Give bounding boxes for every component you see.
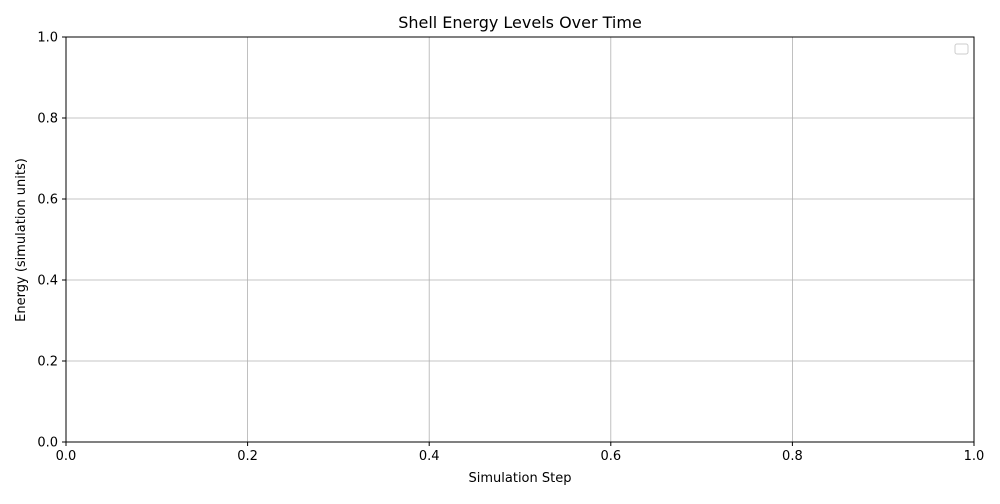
x-tick-label: 1.0: [964, 449, 985, 464]
y-axis: 0.0 0.2 0.4 0.6 0.8 1.0: [37, 31, 66, 451]
x-tick-label: 0.0: [56, 449, 77, 464]
y-tick-label: 1.0: [37, 31, 58, 46]
x-axis-label: Simulation Step: [469, 471, 572, 486]
legend-box: [954, 43, 969, 55]
y-axis-label: Energy (simulation units): [14, 158, 29, 322]
chart-title: Shell Energy Levels Over Time: [398, 13, 642, 32]
x-tick-label: 0.8: [782, 449, 803, 464]
y-tick-label: 0.4: [37, 274, 58, 289]
y-tick-label: 0.0: [37, 436, 58, 451]
y-tick-label: 0.2: [37, 355, 58, 370]
x-tick-label: 0.4: [419, 449, 440, 464]
x-tick-label: 0.2: [237, 449, 258, 464]
plot-area-frame: [65, 36, 975, 443]
y-tick-label: 0.8: [37, 112, 58, 127]
y-tick-label: 0.6: [37, 193, 58, 208]
x-tick-label: 0.6: [600, 449, 621, 464]
x-axis: 0.0 0.2 0.4 0.6 0.8 1.0: [56, 442, 985, 464]
